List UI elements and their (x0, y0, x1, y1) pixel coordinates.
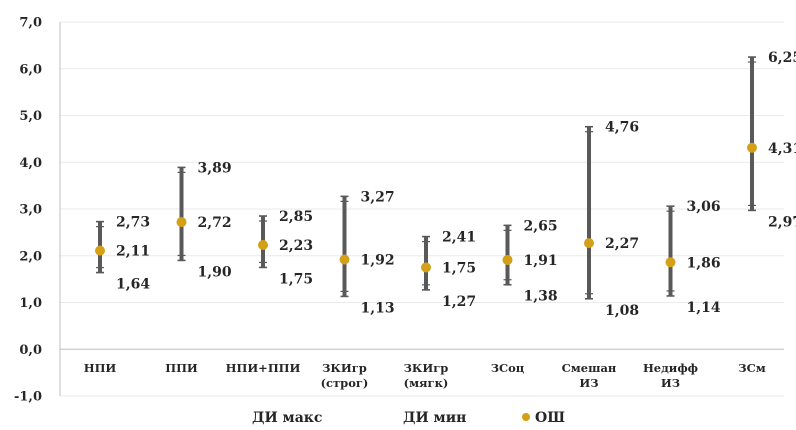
or-point (584, 238, 594, 249)
y-tick-label: 5,0 (19, 109, 42, 124)
data-label-max: 4,76 (605, 120, 639, 136)
x-category-label: Недифф ИЗ (643, 361, 698, 390)
data-label-point: 1,91 (524, 253, 558, 269)
y-tick-label: -1,0 (14, 390, 42, 405)
data-label-point: 2,11 (116, 244, 150, 260)
data-label-min: 1,38 (524, 289, 558, 305)
data-label-max: 2,73 (116, 215, 150, 231)
legend: ДИ макс ДИ мин ОШ (252, 410, 565, 426)
data-label-point: 1,75 (442, 260, 476, 276)
data-label-max: 6,25 (768, 50, 796, 66)
or-point (339, 254, 350, 265)
or-point (747, 142, 757, 153)
data-label-point: 1,86 (687, 255, 721, 271)
data-label-min: 1,14 (687, 300, 721, 316)
or-point (258, 239, 268, 250)
axes (59, 22, 784, 396)
or-point (502, 254, 513, 265)
y-tick-label: 1,0 (19, 296, 42, 311)
or-point (665, 257, 676, 268)
x-axis-category-labels: НПИ ППИ НПИ+ППИ ЗКИгр (строг) ЗКИгр (мягк) ЗСоц… (84, 361, 766, 390)
x-category-label: ЗСм (738, 361, 765, 375)
legend-label: ДИ макс (252, 410, 322, 426)
data-label-min: 1,90 (198, 264, 232, 280)
x-category-label: НПИ (84, 361, 117, 375)
data-label-point: 2,27 (605, 236, 639, 252)
data-label-point: 2,23 (279, 238, 313, 254)
data-label-min: 1,08 (605, 303, 639, 319)
data-label-max: 3,89 (198, 160, 232, 176)
x-category-label: ЗКИгр (мягк) (404, 361, 449, 390)
data-label-min: 1,64 (116, 277, 150, 293)
data-label-max: 3,27 (361, 189, 395, 205)
data-label-point: 1,92 (361, 252, 395, 268)
data-label-max: 2,41 (442, 230, 476, 246)
data-label-point: 2,72 (198, 215, 232, 231)
x-category-label: ЗКИгр (строг) (321, 361, 369, 390)
data-label-min: 1,13 (361, 300, 395, 316)
x-category-label: ЗСоц (491, 361, 525, 375)
legend-label: ДИ мин (403, 410, 466, 426)
y-tick-label: 0,0 (19, 343, 42, 358)
y-tick-label: 7,0 (19, 16, 42, 31)
y-tick-label: 6,0 (19, 62, 42, 77)
data-label-point: 4,31 (768, 141, 796, 157)
y-axis-tick-labels: -1,0 0,0 1,0 2,0 3,0 4,0 5,0 6,0 7,0 (14, 16, 42, 405)
odds-ratio-points (95, 142, 757, 273)
y-tick-label: 2,0 (19, 249, 42, 264)
data-label-min: 2,97 (768, 214, 796, 230)
x-category-label: Смешан ИЗ (562, 361, 617, 390)
data-label-min: 1,27 (442, 294, 476, 310)
data-labels: 2,73 2,11 1,64 3,89 2,72 1,90 2,85 2,23 1,75 3,27… (116, 50, 796, 319)
data-label-min: 1,75 (279, 271, 313, 287)
x-category-label: НПИ+ППИ (226, 361, 301, 375)
x-category-label: ППИ (165, 361, 198, 375)
data-label-max: 3,06 (687, 199, 721, 215)
data-label-max: 2,85 (279, 209, 313, 225)
y-tick-label: 4,0 (19, 156, 42, 171)
or-point (95, 245, 105, 256)
data-label-max: 2,65 (524, 218, 558, 234)
legend-label: ОШ (535, 410, 565, 426)
or-point (176, 217, 187, 228)
gridlines (60, 21, 784, 397)
legend-marker-or (522, 413, 530, 421)
y-tick-label: 3,0 (19, 203, 42, 218)
or-point (421, 262, 431, 273)
